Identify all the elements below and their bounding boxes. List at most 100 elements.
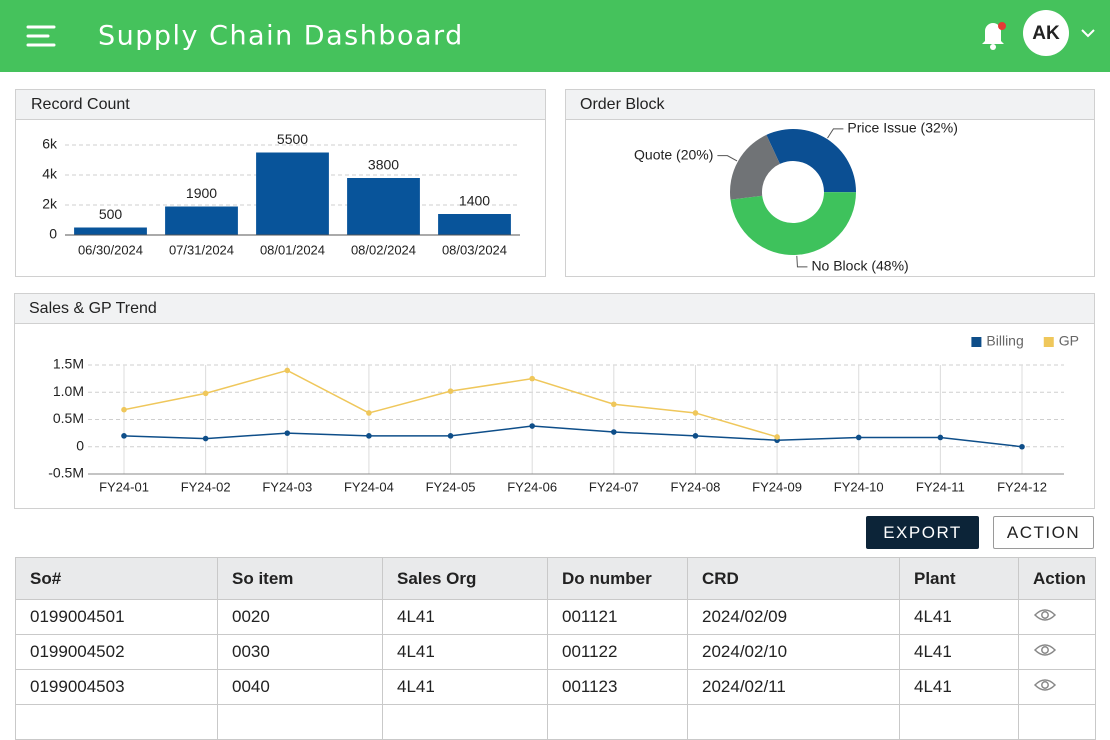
point — [202, 435, 209, 442]
table-cell: 0199004502 — [15, 634, 218, 670]
value-label: 1400 — [459, 193, 490, 209]
view-icon[interactable] — [1033, 606, 1057, 624]
x-tick-label: 08/03/2024 — [442, 242, 507, 257]
table-cell: 001123 — [547, 669, 688, 705]
slice-label: No Block (48%) — [811, 258, 908, 274]
x-tick-label: FY24-08 — [671, 479, 721, 494]
point — [774, 434, 780, 440]
point — [529, 423, 535, 429]
panel-record-count — [15, 89, 546, 277]
table-cell — [217, 704, 383, 740]
donut-slice — [730, 192, 856, 256]
action-button[interactable]: ACTION — [993, 516, 1094, 549]
y-tick-label: 0.5M — [53, 410, 84, 426]
point — [121, 433, 127, 439]
legend-label: Billing — [986, 333, 1023, 349]
view-icon[interactable] — [1033, 676, 1057, 694]
action-cell — [1018, 634, 1096, 670]
x-tick-label: FY24-11 — [916, 479, 965, 494]
orders-table: So# So item Sales Org Do number CRD Plant Acti… — [15, 557, 1096, 740]
y-tick-label: -0.5M — [48, 465, 84, 481]
account-menu-toggle[interactable] — [1081, 29, 1095, 38]
column-header: So item — [217, 557, 383, 600]
table-cell — [687, 704, 900, 740]
x-tick-label: 06/30/2024 — [78, 242, 143, 257]
notification-icon[interactable] — [982, 22, 1006, 50]
slice-label: Quote (20%) — [634, 146, 713, 162]
point — [855, 434, 862, 441]
point — [937, 434, 944, 441]
action-cell — [1018, 669, 1096, 705]
table-cell: 0199004503 — [15, 669, 218, 705]
y-tick-label: 2k — [42, 196, 58, 212]
table-cell: 4L41 — [899, 599, 1019, 635]
header-bar — [0, 0, 1110, 72]
table-cell — [899, 704, 1019, 740]
value-label: 1900 — [186, 185, 217, 201]
y-tick-label: 0 — [49, 226, 57, 242]
table-cell: 4L41 — [382, 599, 548, 635]
bar — [438, 214, 511, 235]
legend-swatch — [971, 337, 982, 347]
table-row: 0199004503 0040 4L41 001123 2024/02/11 4L41 — [15, 669, 1096, 705]
x-tick-label: FY24-10 — [834, 479, 884, 494]
legend-item: GP — [1043, 333, 1079, 349]
point — [121, 406, 127, 413]
table-row — [15, 704, 1096, 740]
donut-slice — [766, 129, 857, 193]
x-tick-label: FY24-03 — [262, 479, 312, 494]
legend-label: GP — [1059, 333, 1079, 349]
bar — [347, 178, 420, 235]
table-cell — [547, 704, 688, 740]
x-tick-label: FY24-12 — [997, 479, 1047, 494]
table-cell: 4L41 — [899, 634, 1019, 670]
panel-title: Sales & GP Trend — [29, 300, 157, 317]
slice-label: Price Issue (32%) — [847, 120, 957, 136]
export-button[interactable]: EXPORT — [866, 516, 979, 549]
x-tick-label: FY24-09 — [752, 479, 802, 494]
leader-line — [717, 155, 738, 162]
x-tick-label: FY24-06 — [507, 479, 557, 494]
table-cell: 2024/02/09 — [687, 599, 900, 635]
dashboard: Supply Chain Dashboard AK Record Count O… — [0, 0, 1110, 509]
point — [692, 410, 699, 416]
point — [284, 430, 291, 436]
table-cell — [1018, 704, 1096, 740]
point — [611, 401, 617, 408]
x-tick-label: FY24-07 — [589, 479, 639, 494]
panel-title: Record Count — [31, 96, 130, 113]
header-row: So# So item Sales Org Do number CRD Plant Acti… — [15, 557, 1096, 600]
table-cell: 0020 — [217, 599, 383, 635]
legend-item: Billing — [971, 333, 1024, 349]
x-tick-label: 08/01/2024 — [260, 242, 325, 257]
table-cell: 001121 — [547, 599, 688, 635]
table-cell: 0199004501 — [15, 599, 218, 635]
point — [366, 433, 372, 439]
avatar-initials: AK — [1032, 23, 1060, 44]
view-icon[interactable] — [1033, 641, 1057, 659]
x-tick-label: FY24-05 — [426, 479, 476, 494]
panel-sales-trend — [14, 293, 1095, 509]
x-tick-label: FY24-02 — [181, 479, 231, 494]
action-cell — [1018, 599, 1096, 635]
x-tick-label: 07/31/2024 — [169, 242, 234, 257]
y-tick-label: 1.0M — [53, 383, 84, 399]
table-cell: 4L41 — [899, 669, 1019, 705]
menu-icon[interactable] — [26, 25, 56, 47]
y-tick-label: 1.5M — [53, 356, 84, 372]
table-cell: 0040 — [217, 669, 383, 705]
table-cell: 4L41 — [382, 634, 548, 670]
avatar[interactable] — [1023, 10, 1069, 56]
y-tick-label: 4k — [42, 166, 58, 182]
x-tick-label: FY24-04 — [344, 479, 394, 494]
y-tick-label: 0 — [76, 437, 84, 453]
column-header: Do number — [547, 557, 688, 600]
point — [202, 390, 209, 397]
table-row: 0199004502 0030 4L41 001122 2024/02/10 4L41 — [15, 634, 1096, 670]
donut-slice — [730, 134, 780, 200]
series-line — [123, 425, 1023, 448]
point — [366, 410, 372, 416]
leader-line — [796, 255, 808, 268]
table-cell — [382, 704, 548, 740]
